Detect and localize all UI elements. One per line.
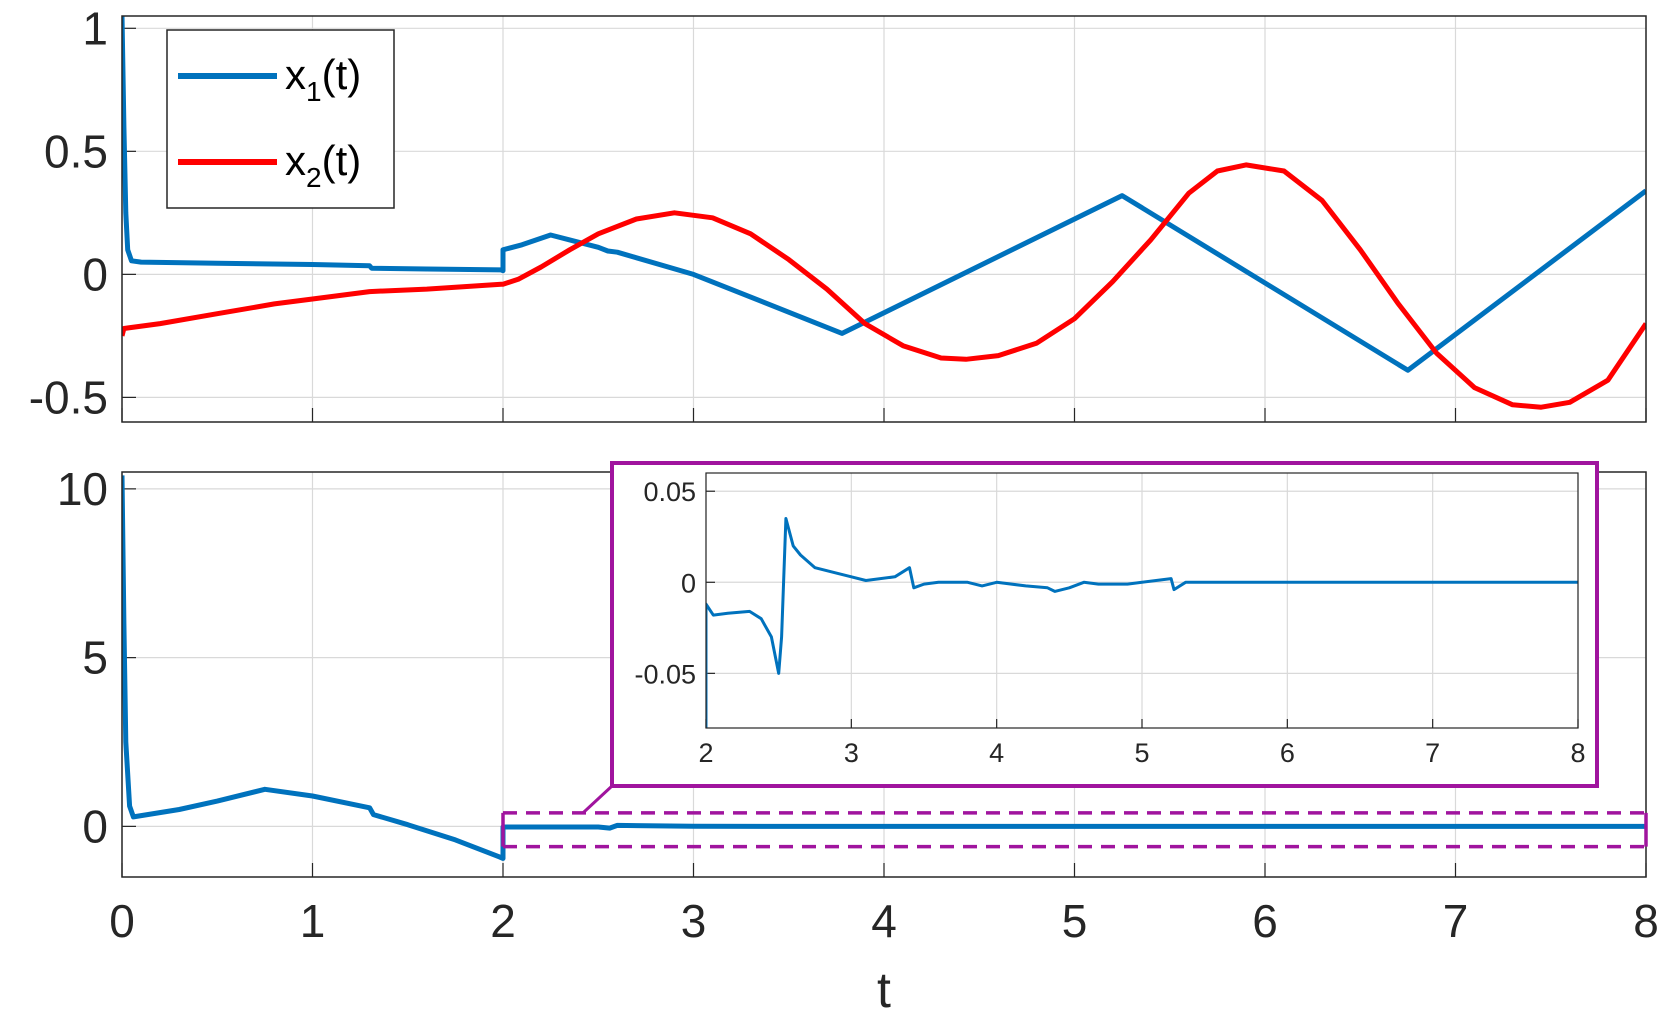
bottom-x-tick-label: 3 xyxy=(681,895,707,947)
x-axis-label: t xyxy=(877,962,891,1016)
bottom-y-tick-label: 0 xyxy=(82,800,108,852)
inset-x-tick-label: 7 xyxy=(1425,738,1440,768)
legend-box xyxy=(166,29,395,209)
inset-tick-labels: 2 3 4 5 6 7 8 -0.05 0 0.05 xyxy=(634,477,1585,768)
bottom-x-tick-label: 0 xyxy=(109,895,135,947)
bottom-x-tick-label: 6 xyxy=(1252,895,1278,947)
zoom-connector-line xyxy=(581,784,614,814)
top-series xyxy=(122,16,1646,410)
inset-x-tick-label: 6 xyxy=(1280,738,1295,768)
inset-y-tick-label: -0.05 xyxy=(634,659,696,689)
legend: x1(t) x2(t) xyxy=(166,29,395,209)
top-y-tick-label: -0.5 xyxy=(29,371,108,423)
legend-label-x2-suffix: (t) xyxy=(322,137,362,184)
bottom-x-tick-label: 4 xyxy=(871,895,897,947)
inset-x-tick-label: 8 xyxy=(1570,738,1585,768)
top-tick-labels: -0.5 0 0.5 1 xyxy=(29,2,108,423)
top-panel: -0.500.51 x1(t) x2(t) xyxy=(29,2,1647,423)
legend-label-x2-base: x xyxy=(285,137,306,184)
legend-label-x1: x1(t) xyxy=(285,51,361,107)
inset-x-tick-label: 2 xyxy=(698,738,713,768)
inset-frame xyxy=(610,461,1599,788)
bottom-x-tick-label: 8 xyxy=(1633,895,1659,947)
legend-label-x2-sub: 2 xyxy=(306,162,322,193)
legend-label-x2: x2(t) xyxy=(285,137,361,193)
inset-axes-box xyxy=(705,472,1579,729)
bottom-x-tick-label: 5 xyxy=(1062,895,1088,947)
inset-x-tick-label: 3 xyxy=(844,738,859,768)
legend-label-x1-suffix: (t) xyxy=(322,51,362,98)
bottom-x-tick-label: 1 xyxy=(300,895,326,947)
zoom-indicator xyxy=(501,784,1648,849)
inset-x-tick-label: 4 xyxy=(989,738,1004,768)
top-y-tick-label: 1 xyxy=(82,2,108,54)
bottom-x-tick-label: 7 xyxy=(1443,895,1469,947)
inset-y-tick-label: 0 xyxy=(681,568,696,598)
legend-label-x1-base: x xyxy=(285,51,306,98)
legend-label-x1-sub: 1 xyxy=(306,76,322,107)
top-axes-box xyxy=(121,15,1647,423)
inset-panel: 2 3 4 5 6 7 8 -0.05 0 0.05 xyxy=(610,461,1599,788)
inset-series-1-line xyxy=(706,517,1578,728)
top-y-tick-label: 0.5 xyxy=(44,125,108,177)
inset-x-tick-label: 5 xyxy=(1134,738,1149,768)
top-series-1-line xyxy=(122,16,1646,373)
bottom-y-tick-label: 5 xyxy=(82,632,108,684)
inset-series xyxy=(706,517,1578,728)
top-series-2-line xyxy=(122,162,1646,410)
inset-y-tick-label: 0.05 xyxy=(643,477,696,507)
bottom-series xyxy=(122,475,1646,861)
bottom-x-tick-label: 2 xyxy=(490,895,516,947)
bottom-tick-labels: 0 1 2 3 4 5 6 7 8 0 5 10 xyxy=(57,463,1659,947)
bottom-series-1-line xyxy=(122,475,1646,861)
bottom-y-tick-label: 10 xyxy=(57,463,108,515)
top-y-tick-label: 0 xyxy=(82,248,108,300)
